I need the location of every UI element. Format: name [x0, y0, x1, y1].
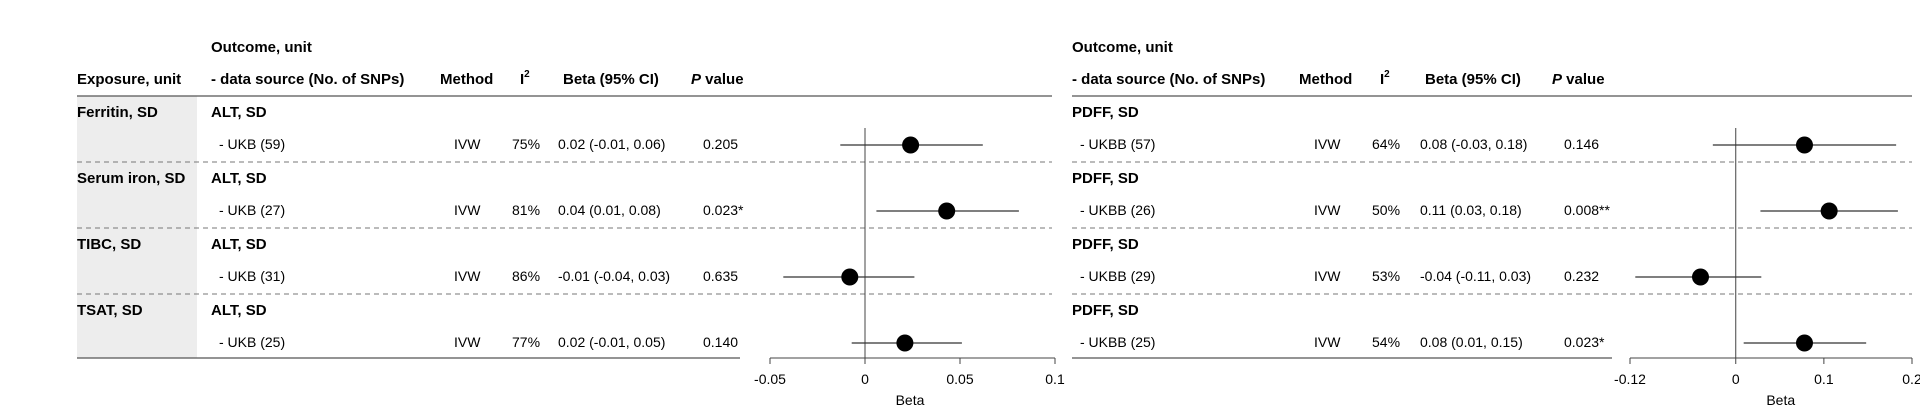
- exposure-label: Ferritin, SD: [77, 104, 158, 121]
- right-point-estimate: [1795, 334, 1813, 352]
- right-header-i2: I2: [1380, 69, 1390, 88]
- right-outcome-label: PDFF, SD: [1072, 104, 1139, 121]
- left-source: - UKB (25): [219, 334, 285, 350]
- left-x-tick-label: -0.05: [754, 371, 786, 387]
- right-p-value: 0.232: [1564, 268, 1599, 284]
- right-header-method: Method: [1299, 71, 1352, 88]
- right-header-outcome-line2: - data source (No. of SNPs): [1072, 71, 1265, 88]
- left-method: IVW: [454, 136, 481, 152]
- left-beta-text: 0.02 (-0.01, 0.05): [558, 334, 665, 350]
- right-beta-text: -0.04 (-0.11, 0.03): [1420, 268, 1531, 284]
- left-point-estimate: [841, 268, 859, 286]
- left-beta-text: -0.01 (-0.04, 0.03): [558, 268, 670, 284]
- right-beta-text: 0.08 (0.01, 0.15): [1420, 334, 1523, 350]
- left-method: IVW: [454, 202, 481, 218]
- left-p-value: 0.635: [703, 268, 738, 284]
- left-i2: 81%: [512, 202, 540, 218]
- right-p-value: 0.023*: [1564, 334, 1605, 350]
- right-method: IVW: [1314, 268, 1341, 284]
- left-header-outcome-line2: - data source (No. of SNPs): [211, 71, 404, 88]
- exposure-label: TSAT, SD: [77, 302, 143, 319]
- left-source: - UKB (59): [219, 136, 285, 152]
- right-p-value: 0.008**: [1564, 202, 1610, 218]
- right-x-axis-label: Beta: [1766, 392, 1795, 408]
- right-x-tick-label: 0: [1732, 371, 1740, 387]
- left-x-tick-label: 0.05: [946, 371, 973, 387]
- left-outcome-label: ALT, SD: [211, 170, 267, 187]
- left-source: - UKB (27): [219, 202, 285, 218]
- exposure-label: TIBC, SD: [77, 236, 141, 253]
- left-x-tick-label: 0: [861, 371, 869, 387]
- left-x-tick-label: 0.1: [1045, 371, 1065, 387]
- right-i2: 54%: [1372, 334, 1400, 350]
- left-p-value: 0.205: [703, 136, 738, 152]
- right-point-estimate: [1820, 202, 1838, 220]
- right-point-estimate: [1795, 136, 1813, 154]
- left-method: IVW: [454, 268, 481, 284]
- left-point-estimate: [938, 202, 956, 220]
- left-p-value: 0.023*: [703, 202, 744, 218]
- exposure-label: Serum iron, SD: [77, 170, 186, 187]
- exposure-column-background: [77, 96, 197, 358]
- right-p-value: 0.146: [1564, 136, 1599, 152]
- right-source: - UKBB (57): [1080, 136, 1155, 152]
- left-header-method: Method: [440, 71, 493, 88]
- left-header-exposure: Exposure, unit: [77, 71, 181, 88]
- left-header-i2: I2: [520, 69, 530, 88]
- right-beta-text: 0.08 (-0.03, 0.18): [1420, 136, 1527, 152]
- right-source: - UKBB (25): [1080, 334, 1155, 350]
- right-i2: 53%: [1372, 268, 1400, 284]
- left-header-pvalue: P value: [691, 71, 744, 88]
- right-beta-text: 0.11 (0.03, 0.18): [1420, 202, 1522, 218]
- left-header-beta: Beta (95% CI): [563, 71, 659, 88]
- right-outcome-label: PDFF, SD: [1072, 302, 1139, 319]
- right-x-tick-label: -0.12: [1614, 371, 1646, 387]
- right-point-estimate: [1692, 268, 1709, 286]
- right-header-beta: Beta (95% CI): [1425, 71, 1521, 88]
- forest-plot-right: -0.12 0 0.1 0.2 Beta: [1614, 128, 1920, 408]
- left-beta-text: 0.02 (-0.01, 0.06): [558, 136, 665, 152]
- forest-plot-left: -0.05 0 0.05 0.1 Beta: [754, 128, 1065, 408]
- left-p-value: 0.140: [703, 334, 738, 350]
- right-i2: 64%: [1372, 136, 1400, 152]
- right-source: - UKBB (29): [1080, 268, 1155, 284]
- left-i2: 86%: [512, 268, 540, 284]
- right-method: IVW: [1314, 334, 1341, 350]
- right-i2: 50%: [1372, 202, 1400, 218]
- right-x-tick-label: 0.2: [1902, 371, 1920, 387]
- right-header-outcome-line1: Outcome, unit: [1072, 39, 1173, 56]
- left-outcome-label: ALT, SD: [211, 302, 267, 319]
- right-method: IVW: [1314, 202, 1341, 218]
- left-point-estimate: [896, 334, 914, 352]
- left-method: IVW: [454, 334, 481, 350]
- right-x-tick-label: 0.1: [1814, 371, 1834, 387]
- left-point-estimate: [902, 136, 920, 154]
- left-x-axis-label: Beta: [896, 392, 925, 408]
- left-beta-text: 0.04 (0.01, 0.08): [558, 202, 661, 218]
- left-source: - UKB (31): [219, 268, 285, 284]
- right-method: IVW: [1314, 136, 1341, 152]
- left-outcome-label: ALT, SD: [211, 104, 267, 121]
- right-header-pvalue: P value: [1552, 71, 1605, 88]
- left-outcome-label: ALT, SD: [211, 236, 267, 253]
- left-i2: 77%: [512, 334, 540, 350]
- left-header-outcome-line1: Outcome, unit: [211, 39, 312, 56]
- right-outcome-label: PDFF, SD: [1072, 236, 1139, 253]
- right-source: - UKBB (26): [1080, 202, 1155, 218]
- left-i2: 75%: [512, 136, 540, 152]
- right-outcome-label: PDFF, SD: [1072, 170, 1139, 187]
